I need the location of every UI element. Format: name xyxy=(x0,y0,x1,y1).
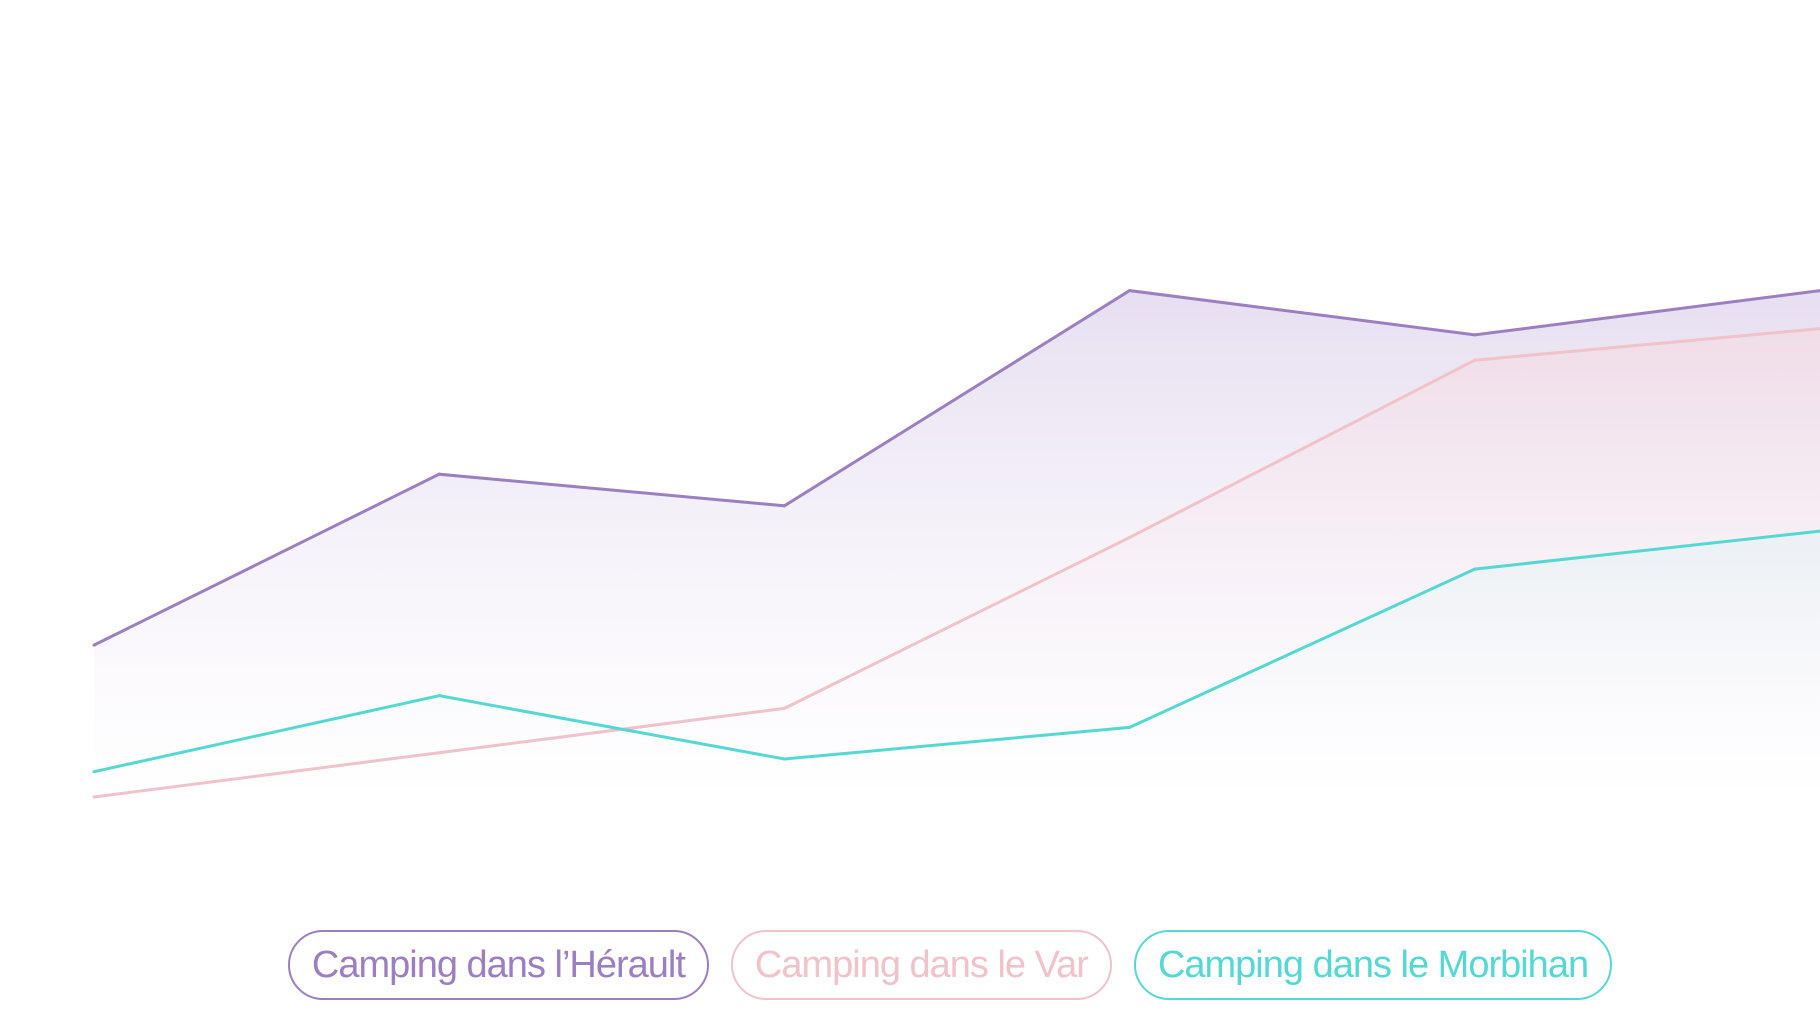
data-point-2-3 xyxy=(1128,725,1132,729)
data-point-0-2 xyxy=(782,504,786,508)
data-point-1-0 xyxy=(92,795,96,799)
legend-item-2[interactable]: Camping dans le Morbihan xyxy=(1133,930,1613,1000)
data-point-0-0 xyxy=(92,643,96,647)
chart-legend: Camping dans l’Hérault Camping dans le Va… xyxy=(0,930,1820,1000)
series-areas xyxy=(94,290,1820,797)
legend-label: Camping dans le Var xyxy=(754,943,1089,986)
series-line-0 xyxy=(93,289,1820,647)
data-point-2-4 xyxy=(1473,567,1477,571)
data-point-0-1 xyxy=(437,472,441,476)
data-point-2-1 xyxy=(437,694,441,698)
data-point-1-2 xyxy=(782,706,786,710)
data-point-2-2 xyxy=(782,757,786,761)
legend-label: Camping dans le Morbihan xyxy=(1157,943,1589,986)
data-point-0-3 xyxy=(1128,289,1132,293)
legend-item-0[interactable]: Camping dans l’Hérault xyxy=(287,930,709,1000)
data-point-2-0 xyxy=(92,770,96,774)
series-line-2 xyxy=(93,529,1820,774)
data-point-1-1 xyxy=(437,751,441,755)
legend-label: Camping dans l’Hérault xyxy=(311,943,686,986)
series-lines xyxy=(92,289,1820,799)
legend-item-1[interactable]: Camping dans le Var xyxy=(730,930,1112,1000)
data-point-1-4 xyxy=(1473,358,1477,362)
series-area-2 xyxy=(94,531,1820,797)
data-point-1-3 xyxy=(1128,535,1132,539)
series-line-1 xyxy=(93,327,1820,799)
data-point-0-4 xyxy=(1473,333,1477,337)
